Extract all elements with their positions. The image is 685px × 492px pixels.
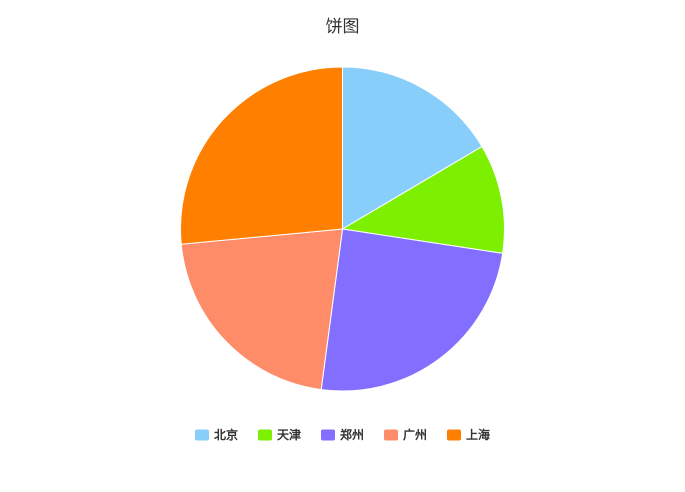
legend-swatch [195,429,209,441]
chart-title: 饼图 [326,17,360,37]
legend-label: 广州 [403,427,427,442]
legend-label: 天津 [277,427,301,442]
pie-slice-4[interactable] [180,228,344,391]
legend-label: 上海 [466,427,490,442]
legend-item-4[interactable]: 广州 [384,427,427,442]
legend: 北京 天津 郑州 广州 上海 [195,427,490,442]
legend-swatch [258,429,272,441]
legend-swatch [447,429,461,441]
legend-item-5[interactable]: 上海 [447,427,490,442]
legend-item-2[interactable]: 天津 [258,427,301,442]
legend-item-1[interactable]: 北京 [195,427,238,442]
legend-item-3[interactable]: 郑州 [321,427,364,442]
pie-slice-5[interactable] [180,66,343,245]
pie-slices [180,66,505,392]
pie-slice-2[interactable] [341,145,505,254]
pie-slice-1[interactable] [342,66,483,230]
legend-label: 郑州 [340,427,364,442]
legend-swatch [384,429,398,441]
legend-label: 北京 [214,427,238,442]
pie-slice-3[interactable] [320,228,504,392]
legend-swatch [321,429,335,441]
